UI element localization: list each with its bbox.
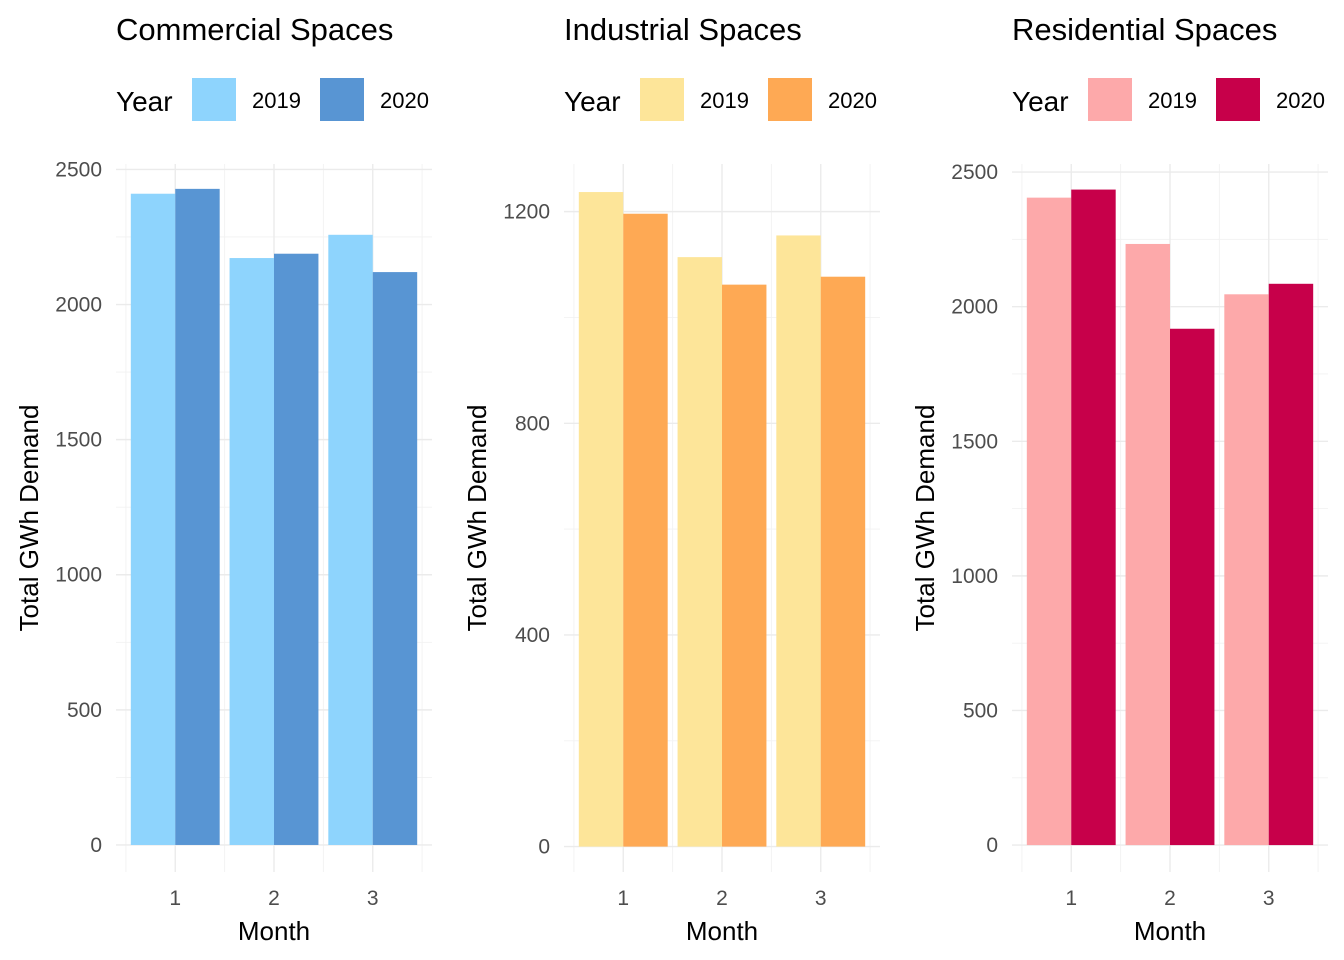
legend-label-2019: 2019 [1148, 88, 1197, 113]
bar-2019-month-1 [578, 192, 624, 847]
chart-panel-1: Commercial Spaces Year 2019 2020 0 500 1000 150… [14, 12, 432, 946]
x-tick-label: 1 [1065, 887, 1077, 910]
chart-panel-3: Residential Spaces Year 2019 2020 0 500 1000 15… [910, 12, 1328, 946]
x-tick-label: 3 [1263, 887, 1275, 910]
bar-2019-month-2 [1125, 243, 1170, 846]
legend-title: Year [564, 86, 621, 117]
y-tick-label: 2500 [55, 158, 102, 181]
legend: Year 2019 2020 [564, 78, 877, 121]
legend: Year 2019 2020 [116, 78, 429, 121]
bar-2019-month-1 [130, 193, 176, 845]
x-tick-label: 2 [268, 887, 280, 910]
legend-label-2020: 2020 [380, 88, 429, 113]
y-tick-label: 1500 [55, 429, 102, 452]
legend-key-2019 [192, 78, 236, 121]
y-tick-label: 1000 [951, 565, 998, 588]
x-tick-label: 3 [367, 887, 379, 910]
x-axis-title: Month [238, 916, 310, 946]
y-tick-label: 400 [515, 624, 550, 647]
y-tick-label: 1000 [55, 564, 102, 587]
y-tick-label: 1200 [503, 201, 550, 224]
y-axis-title: Total GWh Demand [462, 405, 492, 632]
bar-2019-month-1 [1026, 197, 1072, 846]
x-tick-label: 1 [169, 887, 181, 910]
legend-key-2020 [1216, 78, 1260, 121]
chart-title: Commercial Spaces [116, 12, 393, 47]
legend-key-2019 [1088, 78, 1132, 121]
bar-2020-month-3 [1268, 283, 1314, 846]
y-tick-label: 2500 [951, 161, 998, 184]
legend-label-2020: 2020 [1276, 88, 1325, 113]
legend-label-2019: 2019 [252, 88, 301, 113]
bars [578, 192, 866, 847]
x-axis-title: Month [686, 916, 758, 946]
bar-2020-month-2 [274, 253, 319, 845]
legend-key-2019 [640, 78, 684, 121]
bar-2020-month-1 [175, 188, 220, 845]
y-tick-label: 800 [515, 412, 550, 435]
chart-title: Industrial Spaces [564, 12, 802, 47]
bar-2019-month-3 [1224, 294, 1269, 846]
chart-title: Residential Spaces [1012, 12, 1277, 47]
y-tick-label: 500 [67, 699, 102, 722]
bar-2019-month-3 [776, 235, 821, 847]
legend-key-2020 [320, 78, 364, 121]
y-tick-label: 500 [963, 699, 998, 722]
bars [130, 188, 418, 845]
y-tick-label: 2000 [951, 296, 998, 319]
chart-panel-2: Industrial Spaces Year 2019 2020 0 400 800 1200… [462, 12, 880, 946]
bars [1026, 189, 1314, 846]
bar-2019-month-2 [677, 257, 722, 847]
y-tick-label: 0 [90, 834, 102, 857]
legend: Year 2019 2020 [1012, 78, 1325, 121]
legend-label-2019: 2019 [700, 88, 749, 113]
x-tick-label: 2 [716, 887, 728, 910]
y-tick-label: 2000 [55, 294, 102, 317]
x-tick-label: 2 [1164, 887, 1176, 910]
legend-label-2020: 2020 [828, 88, 877, 113]
bar-2020-month-1 [1071, 189, 1116, 846]
legend-title: Year [116, 86, 173, 117]
x-tick-label: 1 [617, 887, 629, 910]
bar-2020-month-1 [623, 213, 668, 847]
bar-2020-month-3 [820, 276, 866, 847]
legend-title: Year [1012, 86, 1069, 117]
x-tick-label: 3 [815, 887, 827, 910]
y-tick-label: 0 [538, 836, 550, 859]
x-axis-title: Month [1134, 916, 1206, 946]
bar-2020-month-3 [372, 272, 418, 845]
bar-2019-month-3 [328, 234, 373, 845]
y-axis-title: Total GWh Demand [910, 405, 940, 632]
bar-2019-month-2 [229, 258, 274, 845]
bar-2020-month-2 [722, 284, 767, 847]
legend-key-2020 [768, 78, 812, 121]
y-tick-label: 0 [986, 834, 998, 857]
y-axis-title: Total GWh Demand [14, 405, 44, 632]
y-tick-label: 1500 [951, 430, 998, 453]
bar-2020-month-2 [1170, 328, 1215, 846]
